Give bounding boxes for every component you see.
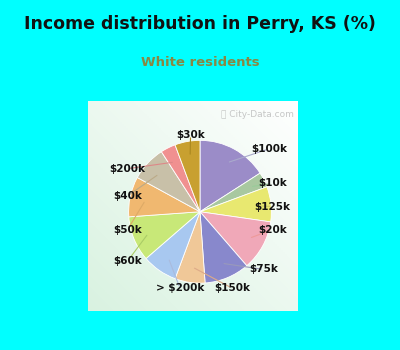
Text: $75k: $75k [250,265,278,274]
Text: $20k: $20k [258,225,287,235]
Text: $100k: $100k [251,144,287,154]
Text: $50k: $50k [113,225,142,235]
Text: Income distribution in Perry, KS (%): Income distribution in Perry, KS (%) [24,15,376,33]
Wedge shape [200,212,247,283]
Wedge shape [161,145,200,212]
Text: $200k: $200k [110,164,146,174]
Text: Ⓜ City-Data.com: Ⓜ City-Data.com [221,110,294,119]
Text: White residents: White residents [141,56,259,69]
Text: $60k: $60k [113,256,142,266]
Wedge shape [200,173,267,212]
Text: $125k: $125k [254,202,290,211]
Text: $150k: $150k [214,284,250,293]
Wedge shape [200,187,271,222]
Text: > $200k: > $200k [156,284,204,293]
Wedge shape [175,140,200,212]
Text: $40k: $40k [113,191,142,201]
Text: $30k: $30k [176,130,205,140]
Wedge shape [129,212,200,259]
Wedge shape [146,212,200,279]
Wedge shape [128,177,200,217]
Text: $10k: $10k [258,178,287,188]
Wedge shape [175,212,205,283]
Wedge shape [200,140,260,212]
Wedge shape [137,152,200,212]
Wedge shape [200,212,271,266]
